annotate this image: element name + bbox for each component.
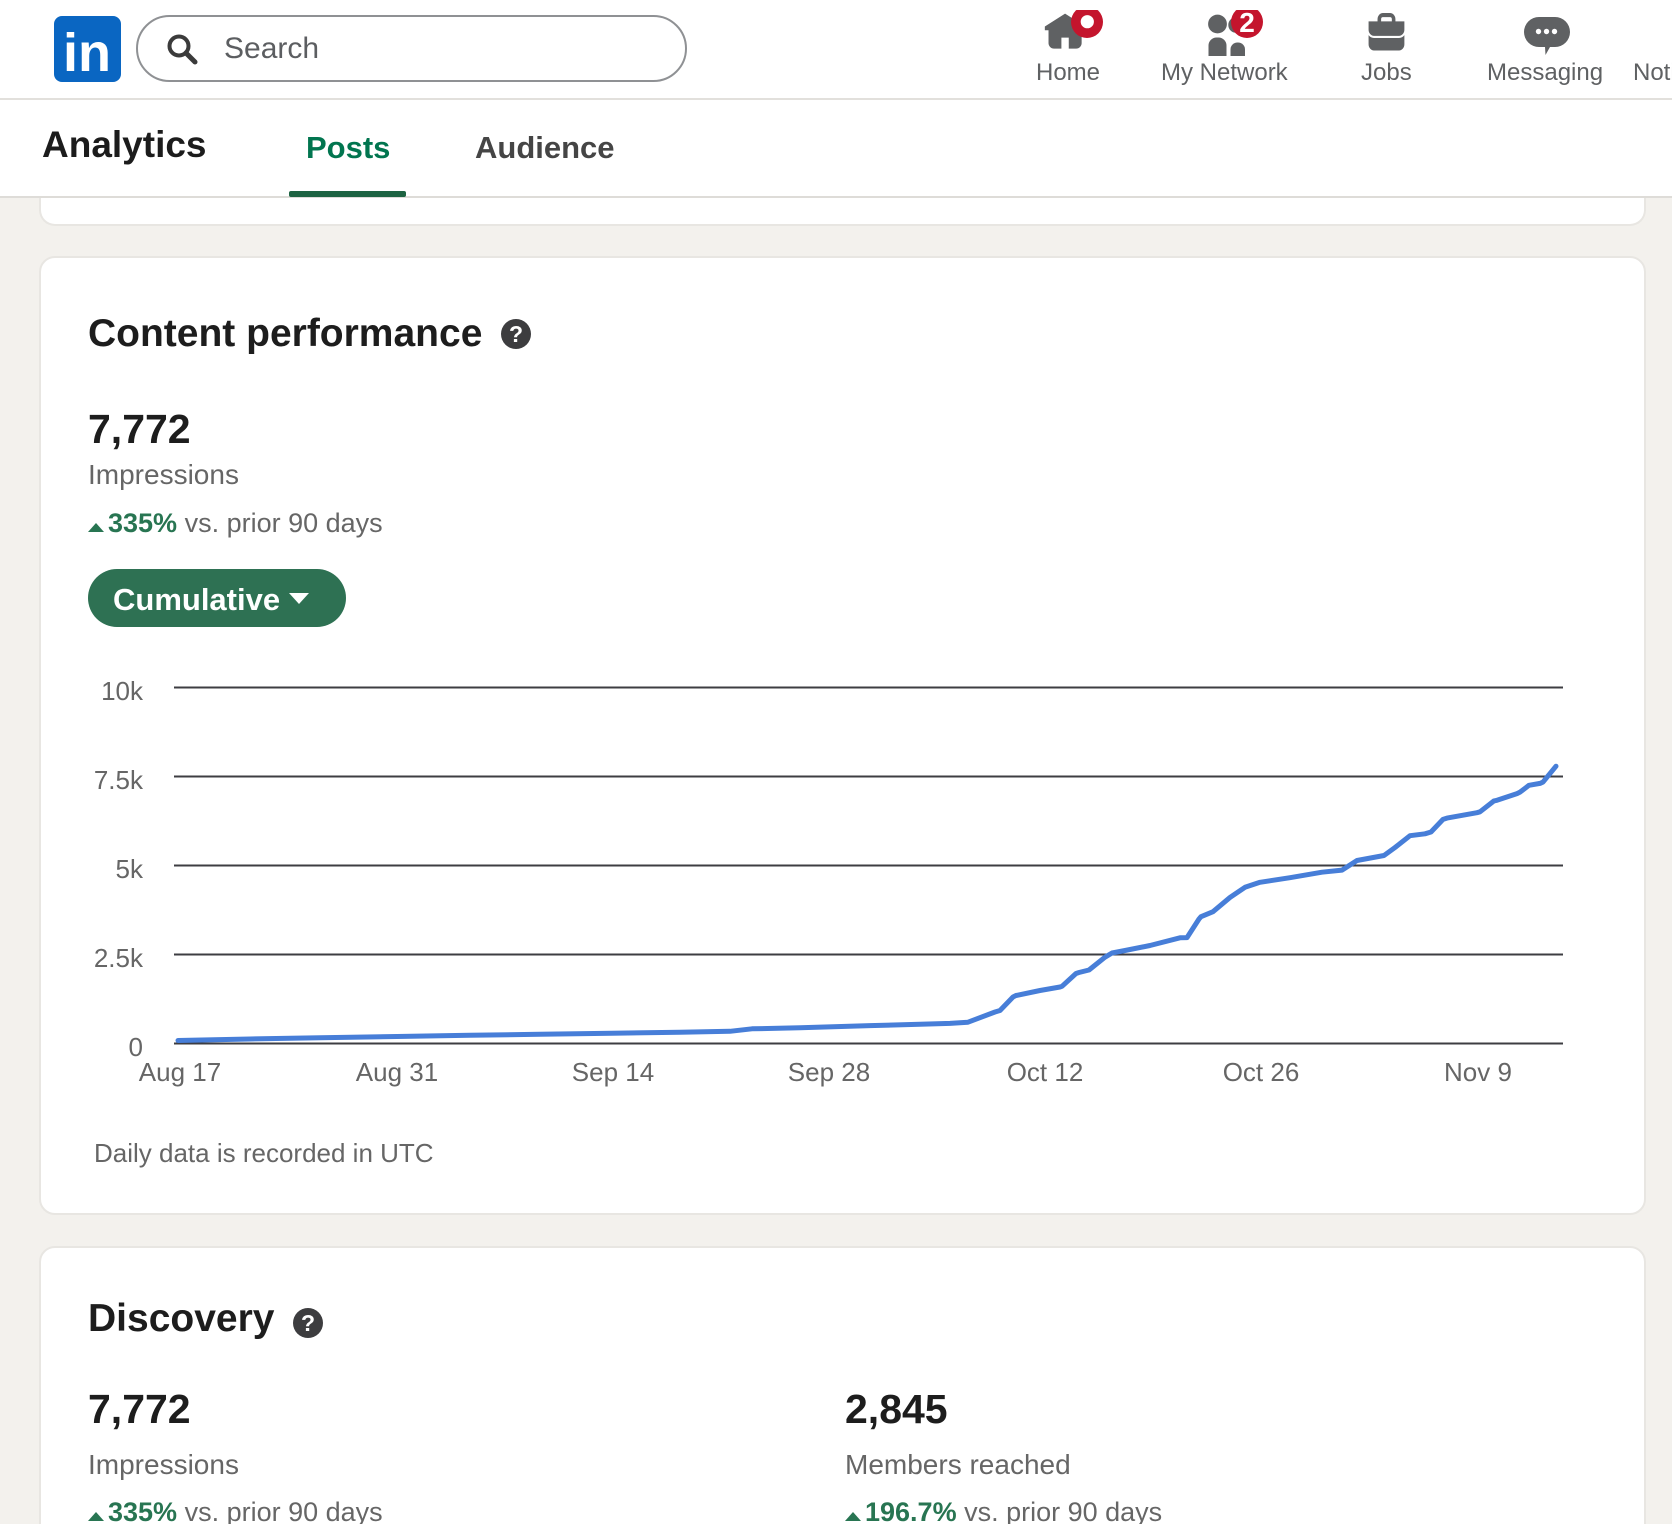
svg-text:10k: 10k	[101, 676, 144, 706]
svg-text:0: 0	[129, 1032, 143, 1062]
svg-text:Nov 9: Nov 9	[1444, 1057, 1512, 1087]
svg-text:Sep 28: Sep 28	[788, 1057, 870, 1087]
svg-text:in: in	[63, 23, 111, 82]
svg-text:Aug 17: Aug 17	[139, 1057, 221, 1087]
svg-text:Aug 31: Aug 31	[356, 1057, 438, 1087]
svg-text:5k: 5k	[116, 854, 144, 884]
svg-text:Sep 14: Sep 14	[572, 1057, 654, 1087]
svg-text:Oct 26: Oct 26	[1223, 1057, 1300, 1087]
svg-text:2: 2	[1239, 10, 1255, 38]
svg-text:7.5k: 7.5k	[94, 765, 144, 795]
svg-text:2.5k: 2.5k	[94, 943, 144, 973]
svg-text:Oct 12: Oct 12	[1007, 1057, 1084, 1087]
